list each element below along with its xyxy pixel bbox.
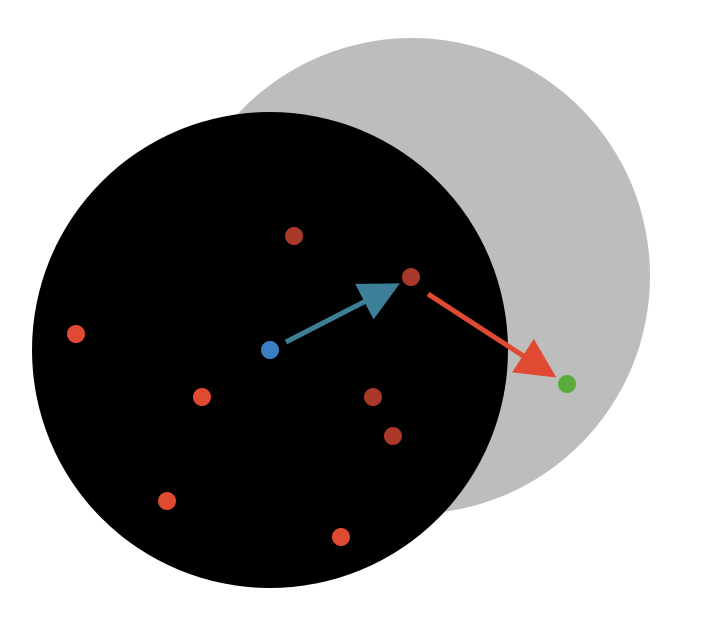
- point-red-7: [158, 492, 176, 510]
- point-red-1: [285, 227, 303, 245]
- center-point: [261, 341, 279, 359]
- point-red-4: [193, 388, 211, 406]
- point-red-6: [384, 427, 402, 445]
- target-point: [558, 375, 576, 393]
- arrow-blue: [284, 283, 400, 345]
- arrow-red: [426, 291, 557, 378]
- point-red-2: [67, 325, 85, 343]
- point-red-3: [402, 268, 420, 286]
- point-red-5: [364, 388, 382, 406]
- point-red-8: [332, 528, 350, 546]
